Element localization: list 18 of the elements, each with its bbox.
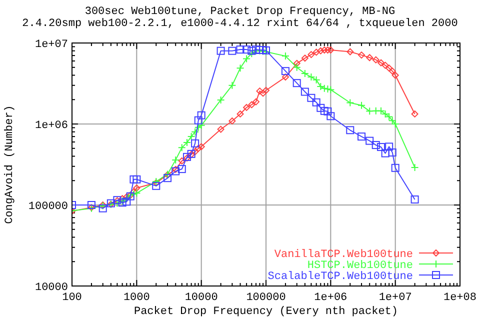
x-tick-label: 1e+08 [443, 292, 477, 304]
legend-label: VanillaTCP.Web100tune [274, 249, 413, 261]
y-axis-title: CongAvoid (Number) [4, 105, 16, 224]
y-tick-label: 100000 [28, 201, 68, 213]
x-tick-label: 1000 [123, 292, 150, 304]
x-tick-label: 10000 [184, 292, 218, 304]
legend-label: ScalableTCP.Web100tune [268, 271, 413, 283]
chart-subtitle: 2.4.20smp web100-2.2.1, e1000-4.4.12 rxint 64/64 , txqueuelen 2000 [22, 18, 458, 30]
chart-title: 300sec Web100tune, Packet Drop Frequency, MB-NG [84, 6, 396, 18]
x-tick-label: 1e+07 [378, 292, 412, 304]
x-axis-title: Packet Drop Frequency (Every nth packet) [134, 306, 398, 318]
y-tick-label: 1e+07 [34, 39, 68, 51]
y-tick-label: 1e+06 [34, 120, 68, 132]
legend-label: HSTCP.Web100tune [307, 260, 413, 272]
x-tick-label: 1e+06 [314, 292, 348, 304]
x-tick-label: 100 [62, 292, 82, 304]
x-tick-label: 100000 [246, 292, 286, 304]
y-tick-label: 10000 [34, 282, 68, 294]
